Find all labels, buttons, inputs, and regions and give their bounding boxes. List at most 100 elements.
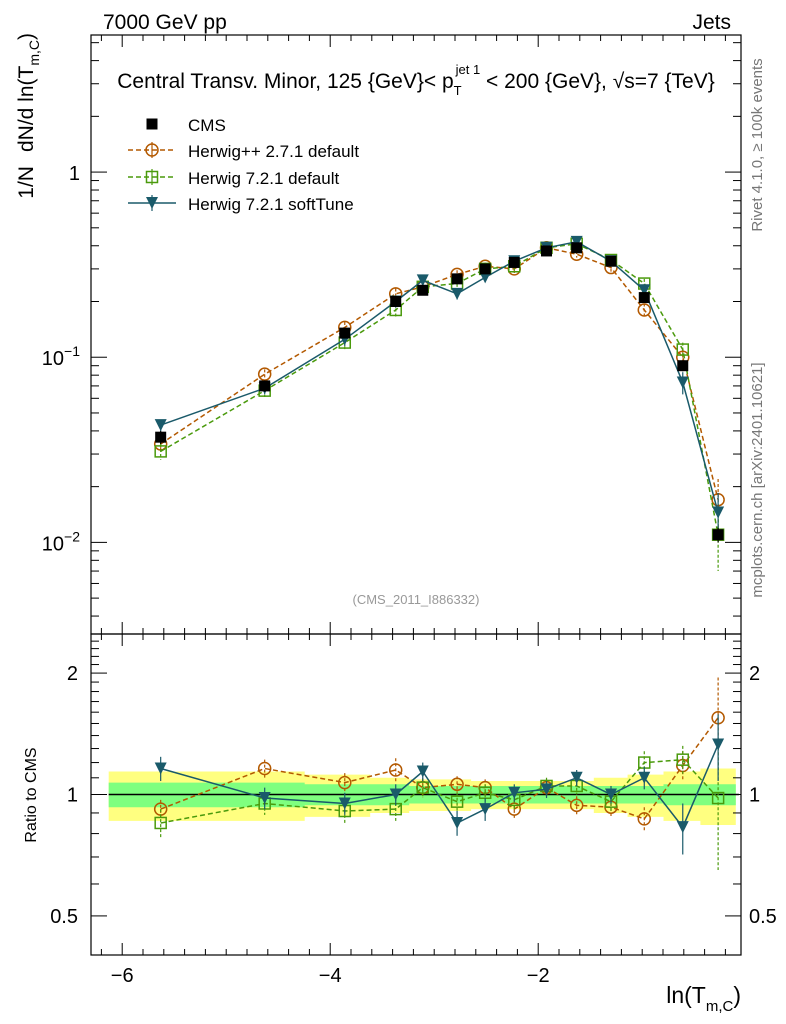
point-softtune	[638, 284, 651, 297]
ratio-point-softtune	[389, 788, 402, 801]
legend-label-softtune: Herwig 7.2.1 softTune	[188, 195, 354, 214]
point-cms	[638, 292, 650, 304]
y-tick-label-base: 10	[42, 533, 64, 555]
y-tick-label-exp: −1	[64, 343, 80, 359]
y-axis-label-a: 1/N	[15, 166, 38, 199]
point-cms	[479, 263, 491, 275]
point-softtune	[712, 506, 725, 519]
x-axis-label-a: ln(T	[666, 982, 706, 1008]
legend-item-cms: CMS	[146, 116, 226, 135]
y-tick-label-exp: −2	[64, 528, 80, 544]
legend-marker-cms	[146, 118, 158, 130]
ratio-y-tick-label: 0.5	[50, 906, 78, 928]
ratio-point-softtune	[540, 783, 553, 796]
y-tick-label: 10−2	[42, 528, 80, 555]
legend-label-herwig721: Herwig 7.2.1 default	[188, 169, 339, 188]
y-axis-label-c: )	[15, 33, 38, 40]
ratio-point-herwigpp	[450, 777, 464, 792]
legend: CMS Herwig++ 2.7.1 default Herwig 7.2.1 de…	[128, 116, 359, 214]
energy-label: 7000 GeV pp	[103, 11, 227, 34]
point-softtune	[676, 376, 689, 389]
point-cms	[259, 380, 271, 392]
point-cms	[417, 284, 429, 296]
ratio-point-softtune	[154, 762, 167, 775]
ratio-point-softtune	[258, 792, 271, 805]
point-cms	[571, 242, 583, 254]
series-line-herwigpp	[160, 247, 719, 500]
ratio-y-tick-label-right: 1	[749, 785, 760, 807]
x-tick-label: −6	[111, 965, 134, 987]
y-tick-label: 1	[69, 163, 80, 185]
ratio-point-softtune	[451, 816, 464, 829]
point-cms	[390, 295, 402, 307]
y-axis-label-sub: m,C	[26, 40, 42, 66]
point-softtune	[570, 235, 583, 248]
point-cms	[155, 431, 167, 443]
chart-title-part: < 200 {GeV}, √s=7 {TeV}	[480, 70, 715, 93]
ratio-point-softtune	[479, 803, 492, 816]
ratio-point-herwigpp	[637, 812, 652, 826]
point-softtune	[416, 274, 429, 287]
series-line-softtune	[160, 241, 719, 513]
ratio-point-softtune	[605, 788, 617, 801]
ratio-y-tick-label-right: 0.5	[749, 906, 777, 928]
ratio-y-tick-label: 1	[67, 785, 78, 807]
ratio-point-herwig721	[711, 791, 725, 805]
x-tick-label: −4	[319, 965, 342, 987]
ratio-panel: −6 −4 −2 0.5 0.5 1 1 2 2 Ratio to CMS ln(Tm,C)	[23, 633, 777, 1015]
ratio-point-softtune	[338, 797, 351, 810]
chart-title-part: T	[454, 83, 462, 98]
legend-label-herwigpp: Herwig++ 2.7.1 default	[188, 142, 359, 161]
x-tick-label: −2	[527, 965, 550, 987]
ratio-point-herwig721	[676, 753, 690, 766]
watermark: (CMS_2011_I886332)	[353, 592, 480, 607]
ratio-point-herwig721	[478, 786, 492, 800]
point-cms	[451, 273, 463, 285]
ratio-point-herwig721	[154, 816, 167, 830]
series-herwig721	[154, 237, 725, 572]
y-tick-label: 10−1	[42, 343, 80, 370]
y-tick-label-base: 10	[42, 348, 64, 370]
ratio-line-herwig721	[160, 758, 719, 824]
x-axis-label-c: )	[733, 982, 741, 1008]
ratio-line-softtune	[160, 744, 719, 829]
legend-item-softtune: Herwig 7.2.1 softTune	[128, 195, 354, 214]
legend-item-herwigpp: Herwig++ 2.7.1 default	[128, 142, 359, 161]
ratio-point-herwigpp	[569, 798, 584, 813]
chart-title: Central Transv. Minor, 125 {GeV}< pTjet …	[117, 62, 714, 98]
x-axis-label-sub: m,C	[706, 998, 734, 1015]
ratio-y-tick-label-right: 2	[749, 663, 760, 685]
rivet-version: Rivet 4.1.0, ≥ 100k events	[749, 58, 766, 231]
legend-marker-herwig721	[145, 170, 159, 184]
source-label: mcplots.cern.ch [arXiv:2401.10621]	[749, 362, 766, 597]
ratio-point-herwigpp	[338, 775, 352, 790]
point-cms	[339, 327, 351, 339]
ratio-point-herwig721	[450, 795, 464, 808]
x-axis-label: ln(Tm,C)	[666, 982, 741, 1015]
legend-item-herwig721: Herwig 7.2.1 default	[128, 169, 339, 188]
ratio-point-herwigpp	[257, 761, 272, 776]
point-herwig721	[154, 445, 167, 458]
point-herwig721	[676, 343, 690, 356]
point-softtune	[154, 419, 167, 432]
ratio-y-tick-label: 2	[67, 663, 78, 685]
ratio-series-softtune	[154, 714, 725, 855]
ratio-point-softtune	[570, 771, 583, 784]
main-panel: 10−210−111/NdN/d ln(Tm,C)Central Transv.…	[15, 33, 742, 955]
ratio-point-softtune	[508, 786, 521, 799]
point-herwigpp	[637, 303, 652, 317]
point-cms	[677, 360, 689, 372]
ratio-point-softtune	[712, 738, 725, 751]
point-cms	[712, 529, 724, 541]
ratio-point-herwigpp	[388, 763, 403, 777]
series-cms	[155, 242, 724, 543]
point-cms	[541, 245, 553, 257]
chart-title-part: Central Transv. Minor, 125 {GeV}< p	[117, 70, 453, 93]
legend-marker-softtune	[146, 197, 158, 209]
y-axis-label: 1/N dN/d ln(Tm,C)	[15, 33, 42, 199]
point-softtune	[451, 287, 464, 300]
ratio-point-herwig721	[638, 756, 651, 769]
legend-label-cms: CMS	[188, 116, 226, 135]
legend-marker-herwigpp	[145, 143, 159, 157]
